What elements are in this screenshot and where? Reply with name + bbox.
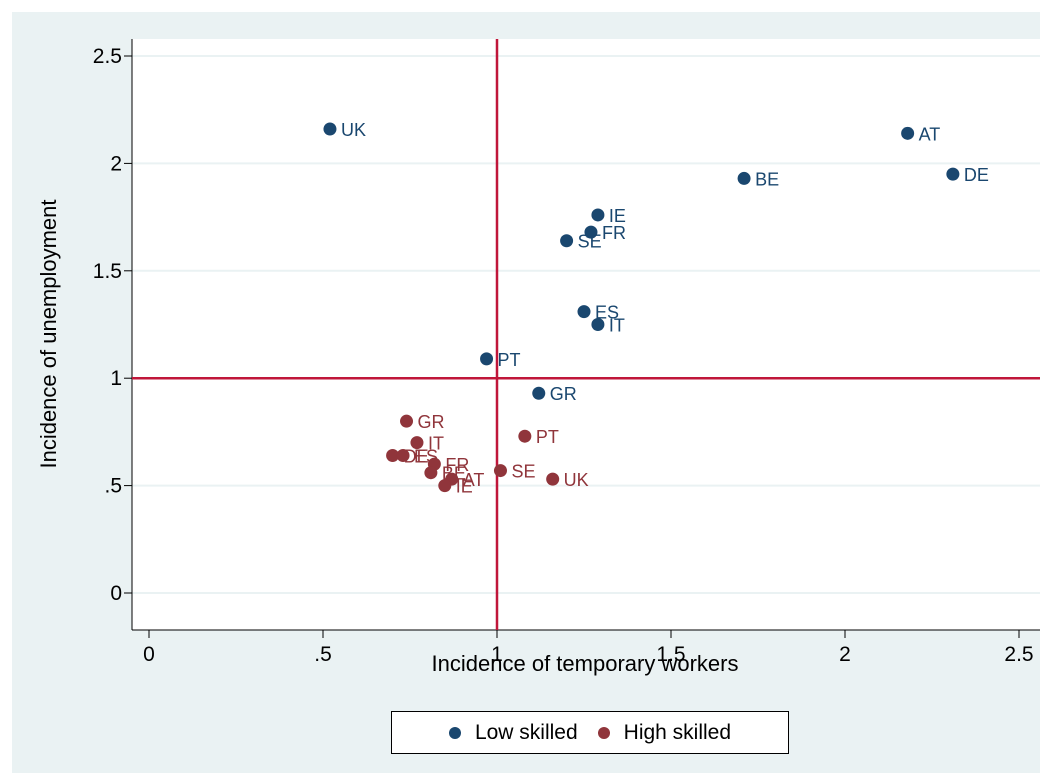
x-tick-label-4: 2 (839, 643, 851, 666)
point-low-skilled-it (591, 318, 605, 331)
x-tick-label-2: 1 (491, 643, 503, 666)
point-label-high-skilled-at: AT (463, 470, 485, 490)
point-low-skilled-de (946, 167, 960, 181)
x-axis-title: Incidence of temporary workers (432, 651, 739, 676)
x-tick-label-3: 1.5 (656, 643, 685, 666)
point-label-high-skilled-gr: GR (418, 412, 445, 432)
point-high-skilled-de (386, 449, 400, 463)
legend-marker-low-skilled (448, 726, 461, 739)
point-label-low-skilled-gr: GR (550, 384, 577, 404)
legend-label-low-skilled: Low skilled (474, 720, 578, 744)
x-tick-label-0: 0 (143, 643, 155, 666)
point-high-skilled-ie (438, 479, 452, 493)
point-label-low-skilled-se: SE (578, 232, 602, 252)
point-low-skilled-pt (480, 352, 494, 366)
point-label-high-skilled-it: IT (428, 434, 444, 454)
y-tick-label-4: 2 (110, 152, 122, 175)
point-low-skilled-es (577, 305, 591, 319)
point-low-skilled-uk (323, 122, 337, 136)
point-low-skilled-fr (584, 225, 598, 239)
legend-label-high-skilled: High skilled (623, 720, 732, 744)
point-low-skilled-se (560, 234, 574, 248)
x-tick-label-5: 2.5 (1004, 643, 1033, 666)
legend-marker-high-skilled (597, 726, 610, 739)
point-label-high-skilled-fr: FR (445, 455, 469, 475)
point-label-high-skilled-uk: UK (564, 470, 589, 490)
legend-item-low-skilled: Low skilled (448, 720, 578, 745)
point-label-low-skilled-pt: PT (498, 350, 521, 370)
point-high-skilled-pt (518, 429, 532, 443)
point-label-low-skilled-es: ES (595, 303, 619, 323)
point-low-skilled-gr (532, 386, 546, 400)
point-high-skilled-it (410, 436, 424, 450)
point-label-low-skilled-uk: UK (341, 120, 366, 140)
point-low-skilled-at (901, 126, 915, 140)
point-label-high-skilled-ie: IE (456, 477, 473, 497)
point-high-skilled-es (396, 449, 410, 463)
scatter-chart: 0.511.522.50.5 1 1.5 2 2.5 UK ATDEBEIEFRSEESI… (36, 39, 1040, 676)
point-label-low-skilled-fr: FR (602, 223, 626, 243)
point-label-low-skilled-de: DE (964, 165, 989, 185)
point-label-high-skilled-de: DE (404, 447, 429, 467)
plot-area (132, 39, 1040, 630)
point-low-skilled-ie (591, 208, 605, 222)
x-tick-label-1: .5 (314, 643, 332, 666)
point-label-high-skilled-se: SE (511, 462, 535, 482)
point-high-skilled-uk (546, 472, 560, 486)
chart-frame: 0.5 1 1.5 2 2.5 0.5 1 1.5 2 2.5 UK AT DE BE IE FR SE ES I… (12, 12, 1040, 773)
point-label-low-skilled-it: IT (609, 316, 625, 336)
legend-item-high-skilled: High skilled (597, 720, 732, 745)
point-label-low-skilled-at: AT (919, 124, 941, 144)
legend: Low skilled High skilled (391, 711, 789, 754)
point-label-low-skilled-ie: IE (609, 206, 626, 226)
point-label-low-skilled-be: BE (755, 169, 779, 189)
data-points: UKATDEBEIEFRSEESITPTGRGRPTITDEESFRBESEUK… (323, 120, 989, 497)
y-tick-label-1: .5 (104, 475, 122, 498)
y-tick-label-2: 1 (110, 367, 122, 390)
y-tick-label-3: 1.5 (93, 260, 122, 283)
point-high-skilled-gr (400, 414, 414, 428)
reference-lines (132, 39, 1040, 630)
point-high-skilled-be (424, 466, 438, 480)
y-axis-title: Incidence of unemployment (36, 199, 61, 468)
point-high-skilled-se (493, 464, 507, 478)
point-label-high-skilled-pt: PT (536, 427, 559, 447)
axes: 0 .5 1 1.5 2 2.5 0 .5 1 1.5 2 2.5 (93, 39, 1040, 666)
y-tick-label-5: 2.5 (93, 45, 122, 68)
point-low-skilled-be (737, 171, 751, 185)
y-tick-label-0: 0 (110, 582, 122, 605)
